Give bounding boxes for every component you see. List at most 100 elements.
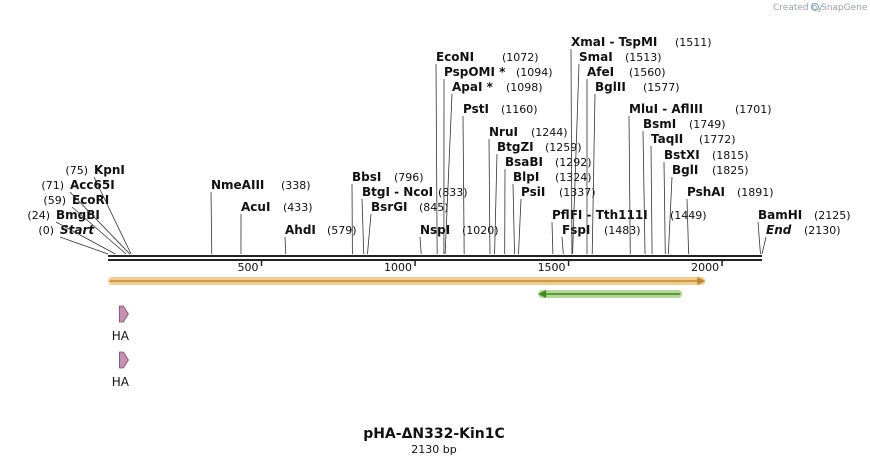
site-bamhi[interactable]: BamHI (2125): [757, 208, 851, 255]
site-econi[interactable]: EcoNI (1072): [435, 50, 539, 255]
site-leader-line: [667, 176, 673, 255]
arrowhead-icon: [538, 290, 547, 298]
site-bstxi[interactable]: BstXI (1815): [663, 148, 749, 255]
site-leader-line: [462, 115, 465, 255]
site-leader-line: [444, 93, 453, 255]
site-afei[interactable]: AfeI (1560): [586, 65, 666, 255]
site-name: KpnI: [94, 163, 125, 177]
site-pflfi-tth111i[interactable]: PflFI - Tth111I (1449): [551, 208, 707, 255]
site-pshai[interactable]: PshAI (1891): [686, 185, 774, 255]
site-mlui-afliii[interactable]: MluI - AflIII (1701): [628, 102, 772, 255]
site-position: (1094): [516, 66, 553, 79]
site-position: (75): [65, 164, 88, 177]
site-position: (2130): [804, 224, 841, 237]
site-bbsi[interactable]: BbsI (796): [351, 170, 424, 255]
site-bsmi[interactable]: BsmI (1749): [642, 117, 726, 255]
site-apai[interactable]: ApaI * (1098): [444, 80, 543, 255]
feature-ha-tag[interactable]: HA: [112, 351, 130, 389]
site-position: (579): [327, 224, 357, 237]
site-position: (71): [41, 179, 64, 192]
site-fspi[interactable]: FspI (1483): [561, 223, 641, 255]
site-position: (1772): [699, 133, 736, 146]
site-leader-line: [591, 93, 596, 255]
site-psii[interactable]: PsiI (1337): [518, 185, 596, 255]
site-position: (1244): [531, 126, 568, 139]
site-bsabi[interactable]: BsaBI (1292): [504, 155, 592, 255]
site-name: Acc65I: [70, 178, 115, 192]
site-position: (24): [27, 209, 50, 222]
site-pspomi[interactable]: PspOMI * (1094): [443, 65, 553, 255]
site-name: BbsI: [352, 170, 381, 184]
site-nrui[interactable]: NruI (1244): [488, 125, 568, 255]
site-position: (1825): [712, 164, 749, 177]
ha-arrow-icon: [118, 351, 129, 369]
site-kpni[interactable]: KpnI (75): [65, 163, 132, 255]
site-leader-line: [419, 236, 422, 255]
site-position: (1815): [712, 149, 749, 162]
map-length: 2130 bp: [411, 443, 456, 456]
features-track: HA HA: [108, 277, 706, 389]
site-leader-line: [650, 145, 653, 255]
site-ahdi[interactable]: AhdI (579): [284, 223, 357, 255]
site-bglii[interactable]: BglII (1577): [591, 80, 680, 255]
site-psti[interactable]: PstI (1160): [462, 102, 538, 255]
site-leader-line: [642, 130, 646, 255]
site-leader-line: [518, 198, 522, 255]
site-leader-line: [570, 48, 573, 255]
site-leader-line: [757, 221, 761, 255]
site-position: (1337): [559, 186, 596, 199]
site-name: BsmI: [643, 117, 676, 131]
ruler-tick-label: 2000: [691, 261, 719, 274]
site-position: (1560): [629, 66, 666, 79]
feature-ha-tag[interactable]: HA: [112, 305, 130, 343]
site-btgi-ncoi[interactable]: BtgI - NcoI (833): [361, 185, 468, 255]
ruler-tick-label: 500: [238, 261, 259, 274]
site-btgzi[interactable]: BtgZI (1259): [494, 140, 582, 255]
site-taqii[interactable]: TaqII (1772): [650, 132, 736, 255]
site-position: (1483): [604, 224, 641, 237]
site-name: MluI - AflIII: [629, 102, 703, 116]
site-leader-line: [284, 236, 287, 255]
site-name: SmaI: [579, 50, 613, 64]
site-position: (796): [394, 171, 424, 184]
site-xmai-tspmi[interactable]: XmaI - TspMI (1511): [570, 35, 712, 255]
site-nspi[interactable]: NspI (1020): [419, 223, 499, 255]
ha-arrow-icon: [118, 305, 129, 323]
site-leader-line: [488, 138, 491, 255]
site-bsrgi[interactable]: BsrGI (845): [367, 200, 449, 255]
site-name: XmaI - TspMI: [571, 35, 657, 49]
feature-label: HA: [112, 375, 130, 389]
site-name: BsrGI: [371, 200, 408, 214]
map-title: pHA-ΔN332-Kin1C: [363, 426, 505, 442]
site-position: (1577): [643, 81, 680, 94]
site-bgli[interactable]: BglI (1825): [667, 163, 749, 255]
site-blpi[interactable]: BlpI (1324): [512, 170, 592, 255]
site-leader-line: [761, 236, 767, 255]
site-position: (433): [283, 201, 313, 214]
feature-orf-forward[interactable]: [108, 277, 706, 285]
site-nmeaiii[interactable]: NmeAIII (338): [210, 178, 311, 255]
site-leader-line: [512, 183, 515, 255]
site-acui[interactable]: AcuI (433): [240, 200, 313, 255]
site-name: PflFI - Tth111I: [552, 208, 648, 222]
site-leader-line: [551, 221, 554, 255]
feature-orf-reverse[interactable]: [538, 290, 683, 298]
site-end[interactable]: End (2130): [761, 223, 841, 255]
site-leader-line: [435, 63, 438, 255]
site-leader-line: [55, 221, 116, 255]
ruler-tick-label: 1500: [538, 261, 566, 274]
site-leader-line: [686, 198, 690, 255]
site-leader-line: [561, 236, 564, 255]
created-by-label: Created by: [773, 3, 823, 13]
site-position: (2125): [814, 209, 851, 222]
site-name: EcoNI: [436, 50, 474, 64]
site-smai[interactable]: SmaI (1513): [572, 50, 662, 255]
snapgene-brand-label: SnapGene: [821, 3, 868, 13]
site-position: (1259): [545, 141, 582, 154]
site-name: AhdI: [285, 223, 316, 237]
site-name: PshAI: [687, 185, 725, 199]
site-start[interactable]: Start (0): [38, 223, 109, 255]
site-position: (1749): [689, 118, 726, 131]
site-acc65i[interactable]: Acc65I (71): [41, 178, 131, 255]
site-position: (1324): [555, 171, 592, 184]
